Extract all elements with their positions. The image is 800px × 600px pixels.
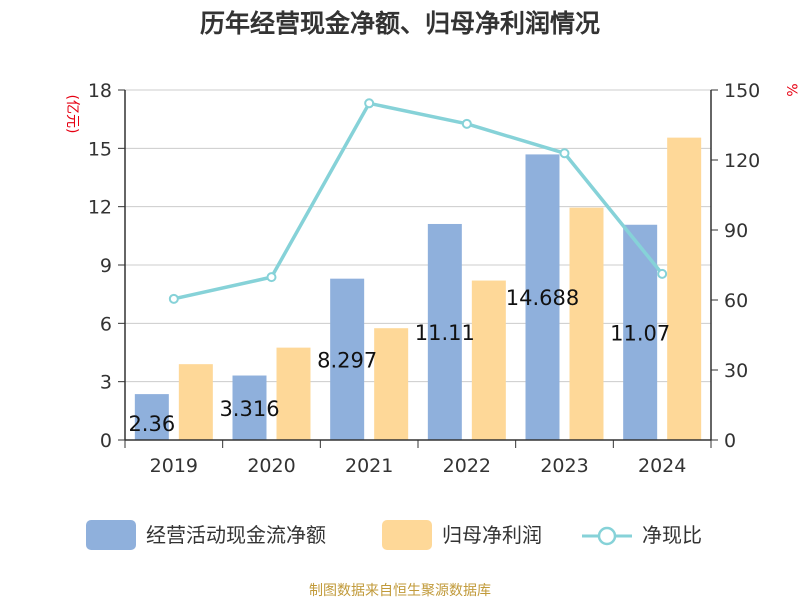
x-tick-label: 2022 xyxy=(443,455,491,477)
bars xyxy=(134,137,702,440)
left-axis-unit: (亿元) xyxy=(64,95,80,134)
x-tick-label: 2023 xyxy=(540,455,588,477)
data-label-cash-2023: 14.688 xyxy=(506,286,579,310)
ratio-point-2019 xyxy=(168,293,179,304)
right-tick-label: 60 xyxy=(724,290,748,312)
bar-cash-2021 xyxy=(330,278,365,440)
data-label-cash-2020: 3.316 xyxy=(219,397,279,421)
source-note: 制图数据来自恒生聚源数据库 xyxy=(309,583,491,599)
bar-cash-2022 xyxy=(427,223,462,440)
legend-label-ratio: 净现比 xyxy=(642,523,702,547)
data-label-cash-2021: 8.297 xyxy=(317,348,377,372)
bar-profit-2022 xyxy=(471,280,506,440)
ratio-point-2024 xyxy=(657,268,668,279)
bar-cash-2023 xyxy=(525,154,560,440)
bar-cash-2020 xyxy=(232,375,267,440)
bar-cash-2019 xyxy=(134,394,169,440)
ratio-point-2023 xyxy=(559,148,570,159)
data-labels: 2.36 3.316 8.297 11.11 14.688 11.07 xyxy=(128,286,670,436)
bar-profit-2019 xyxy=(178,364,213,440)
right-tick-label: 0 xyxy=(724,430,736,452)
legend-item-ratio[interactable]: 净现比 xyxy=(582,523,702,547)
legend-item-cash[interactable]: 经营活动现金流净额 xyxy=(86,520,326,550)
right-tick-label: 90 xyxy=(724,220,748,242)
left-tick-label: 0 xyxy=(100,430,112,452)
right-axis-unit: % xyxy=(783,83,799,96)
right-tick-label: 30 xyxy=(724,360,748,382)
legend: 经营活动现金流净额 归母净利润 净现比 xyxy=(86,520,702,550)
axes: 0 3 6 9 12 15 18 0 30 60 90 120 150 2019 2020 2021 2022 2… xyxy=(88,80,760,477)
bar-profit-2024 xyxy=(667,137,702,440)
left-tick-label: 18 xyxy=(88,80,112,102)
legend-item-profit[interactable]: 归母净利润 xyxy=(382,520,542,550)
left-tick-label: 6 xyxy=(100,313,112,335)
bar-profit-2023 xyxy=(569,207,604,440)
ratio-point-2021 xyxy=(364,98,375,109)
ratio-point-2022 xyxy=(461,118,472,129)
left-tick-label: 9 xyxy=(100,255,112,277)
data-label-cash-2022: 11.11 xyxy=(415,321,475,345)
left-tick-label: 3 xyxy=(100,372,112,394)
bar-profit-2021 xyxy=(374,328,409,440)
legend-swatch-profit xyxy=(382,520,432,550)
x-tick-label: 2021 xyxy=(345,455,393,477)
legend-marker-ratio xyxy=(597,526,617,546)
left-tick-label: 12 xyxy=(88,197,112,219)
bar-profit-2020 xyxy=(276,347,311,440)
legend-swatch-cash xyxy=(86,520,136,550)
left-tick-label: 15 xyxy=(88,138,112,160)
right-tick-label: 120 xyxy=(724,150,760,172)
x-tick-label: 2020 xyxy=(247,455,295,477)
chart-title: 历年经营现金净额、归母净利润情况 xyxy=(200,9,600,38)
gridlines xyxy=(125,89,711,383)
right-tick-label: 150 xyxy=(724,80,760,102)
x-tick-label: 2019 xyxy=(150,455,198,477)
ratio-series-line xyxy=(173,101,664,301)
ratio-line xyxy=(168,98,668,304)
legend-label-profit: 归母净利润 xyxy=(442,523,542,547)
legend-label-cash: 经营活动现金流净额 xyxy=(146,523,326,547)
data-label-cash-2019: 2.36 xyxy=(128,412,175,436)
x-tick-label: 2024 xyxy=(638,455,686,477)
data-label-cash-2024: 11.07 xyxy=(610,321,670,345)
ratio-point-2020 xyxy=(266,272,277,283)
